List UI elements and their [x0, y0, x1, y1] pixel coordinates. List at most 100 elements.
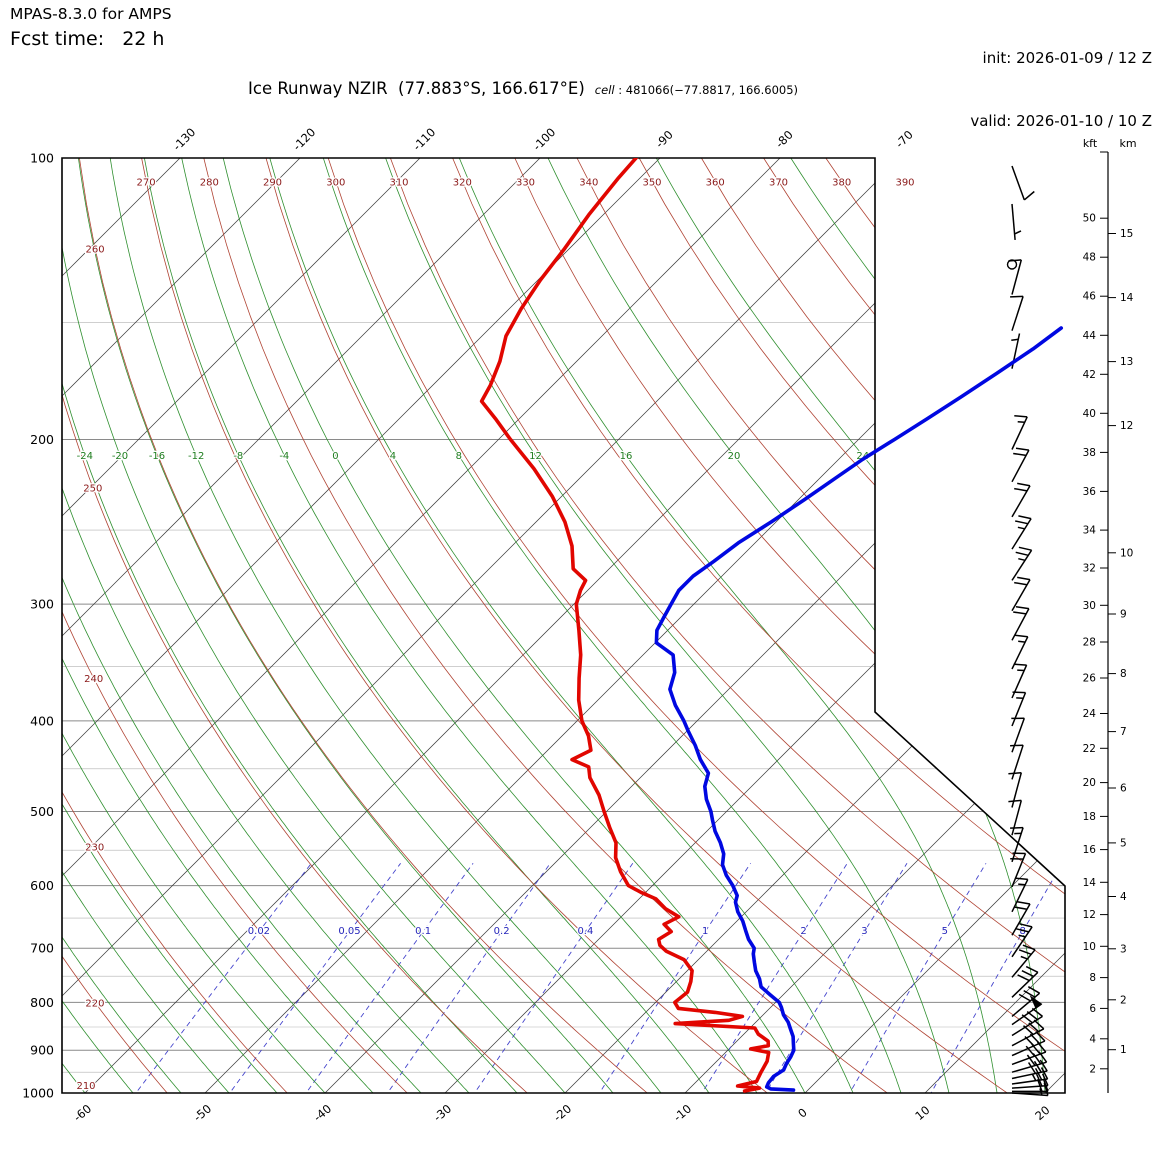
svg-text:270: 270	[137, 178, 156, 189]
svg-text:1: 1	[702, 926, 708, 937]
svg-text:-70: -70	[893, 128, 916, 151]
wind-barb	[1011, 482, 1031, 518]
svg-text:0.2: 0.2	[494, 926, 510, 937]
svg-text:360: 360	[706, 178, 725, 189]
run-times: init: 2026-01-09 / 12 Z valid: 2026-01-1…	[970, 6, 1152, 153]
svg-text:12: 12	[529, 451, 542, 462]
svg-text:290: 290	[263, 178, 282, 189]
svg-text:2: 2	[1089, 1063, 1096, 1075]
model-version-label: MPAS-8.3.0 for AMPS	[10, 5, 172, 23]
svg-text:350: 350	[642, 178, 661, 189]
svg-text:0: 0	[332, 451, 338, 462]
init-time-label: init: 2026-01-09 / 12 Z	[982, 49, 1152, 67]
svg-text:km: km	[1119, 137, 1136, 150]
svg-text:210: 210	[76, 1081, 95, 1092]
wind-barb	[1011, 576, 1031, 612]
forecast-time-label: Fcst time: 22 h	[10, 28, 165, 50]
svg-text:26: 26	[1083, 673, 1097, 685]
svg-text:14: 14	[1120, 292, 1134, 304]
wind-barb	[1011, 414, 1028, 450]
cell-info: cell : 481066(−77.8817, 166.6005)	[595, 83, 798, 97]
svg-text:-120: -120	[290, 125, 318, 153]
wind-barb	[1011, 1007, 1043, 1037]
chart-title: Ice Runway NZIR (77.883°S, 166.617°E) ce…	[248, 79, 798, 98]
svg-text:2: 2	[800, 926, 806, 937]
wind-barb	[1010, 295, 1024, 331]
wind-barb	[1011, 165, 1035, 201]
svg-text:-40: -40	[311, 1102, 334, 1125]
svg-text:8: 8	[456, 451, 462, 462]
svg-text:260: 260	[86, 245, 105, 256]
dewpoint-trace	[654, 326, 1063, 1092]
svg-text:0.1: 0.1	[415, 926, 431, 937]
svg-text:-60: -60	[71, 1102, 94, 1125]
svg-text:330: 330	[516, 178, 535, 189]
plot-frame	[61, 157, 1066, 1094]
wind-barb	[1011, 1059, 1048, 1080]
svg-text:-50: -50	[191, 1102, 214, 1125]
svg-text:-30: -30	[431, 1102, 454, 1125]
svg-text:7: 7	[1120, 726, 1127, 738]
svg-text:600: 600	[30, 878, 54, 893]
svg-text:2: 2	[1120, 994, 1127, 1006]
svg-text:48: 48	[1083, 252, 1096, 264]
svg-text:-8: -8	[233, 451, 243, 462]
svg-text:42: 42	[1083, 369, 1096, 381]
svg-text:250: 250	[83, 483, 102, 494]
svg-text:340: 340	[579, 178, 598, 189]
wind-barb	[1011, 1067, 1049, 1085]
svg-text:36: 36	[1083, 486, 1097, 498]
wind-barb	[1011, 1073, 1049, 1089]
svg-text:20: 20	[728, 451, 741, 462]
wind-barb	[1012, 1078, 1049, 1093]
svg-text:1: 1	[1120, 1044, 1127, 1056]
valid-time-label: valid: 2026-01-10 / 10 Z	[970, 112, 1152, 130]
svg-text:15: 15	[1120, 228, 1133, 240]
svg-text:10: 10	[1120, 547, 1133, 559]
wind-barb	[1008, 771, 1023, 808]
wind-barb	[1011, 1082, 1049, 1097]
svg-text:10: 10	[1083, 941, 1096, 953]
wind-barbs	[1006, 165, 1049, 1097]
svg-text:4: 4	[1120, 891, 1127, 903]
mixing-ratio-lines	[121, 863, 1063, 1093]
moist-adiabats	[62, 158, 1065, 1093]
svg-text:8: 8	[1089, 972, 1096, 984]
svg-text:0.05: 0.05	[338, 926, 360, 937]
svg-text:18: 18	[1083, 811, 1096, 823]
svg-text:320: 320	[453, 178, 472, 189]
svg-text:50: 50	[1083, 213, 1096, 225]
svg-text:370: 370	[769, 178, 788, 189]
station-title: Ice Runway NZIR (77.883°S, 166.617°E)	[248, 79, 585, 98]
svg-text:3: 3	[861, 926, 867, 937]
wind-barb	[1011, 965, 1039, 998]
svg-text:30: 30	[1083, 600, 1096, 612]
svg-text:6: 6	[1089, 1003, 1096, 1015]
svg-text:-90: -90	[653, 128, 676, 151]
wind-barb	[1010, 852, 1027, 888]
svg-text:0.02: 0.02	[248, 926, 270, 937]
svg-text:20: 20	[1083, 777, 1096, 789]
svg-text:-4: -4	[279, 451, 289, 462]
svg-text:-16: -16	[149, 451, 165, 462]
svg-text:300: 300	[30, 597, 54, 612]
cell-value: : 481066(−77.8817, 166.6005)	[614, 83, 799, 97]
svg-text:12: 12	[1083, 909, 1096, 921]
svg-text:46: 46	[1083, 291, 1097, 303]
svg-text:500: 500	[30, 804, 54, 819]
svg-text:-20: -20	[551, 1102, 574, 1125]
svg-text:-100: -100	[530, 125, 558, 153]
wind-barb	[1011, 1051, 1048, 1073]
svg-text:1000: 1000	[22, 1086, 54, 1101]
svg-text:38: 38	[1083, 447, 1096, 459]
svg-text:4: 4	[1089, 1033, 1096, 1045]
svg-text:4: 4	[390, 451, 396, 462]
svg-text:5: 5	[1120, 837, 1127, 849]
svg-text:280: 280	[200, 178, 219, 189]
svg-text:34: 34	[1083, 525, 1097, 537]
svg-text:6: 6	[1120, 783, 1127, 795]
wind-barb	[1011, 901, 1031, 936]
wind-barb	[1011, 995, 1043, 1026]
svg-text:900: 900	[30, 1043, 54, 1058]
